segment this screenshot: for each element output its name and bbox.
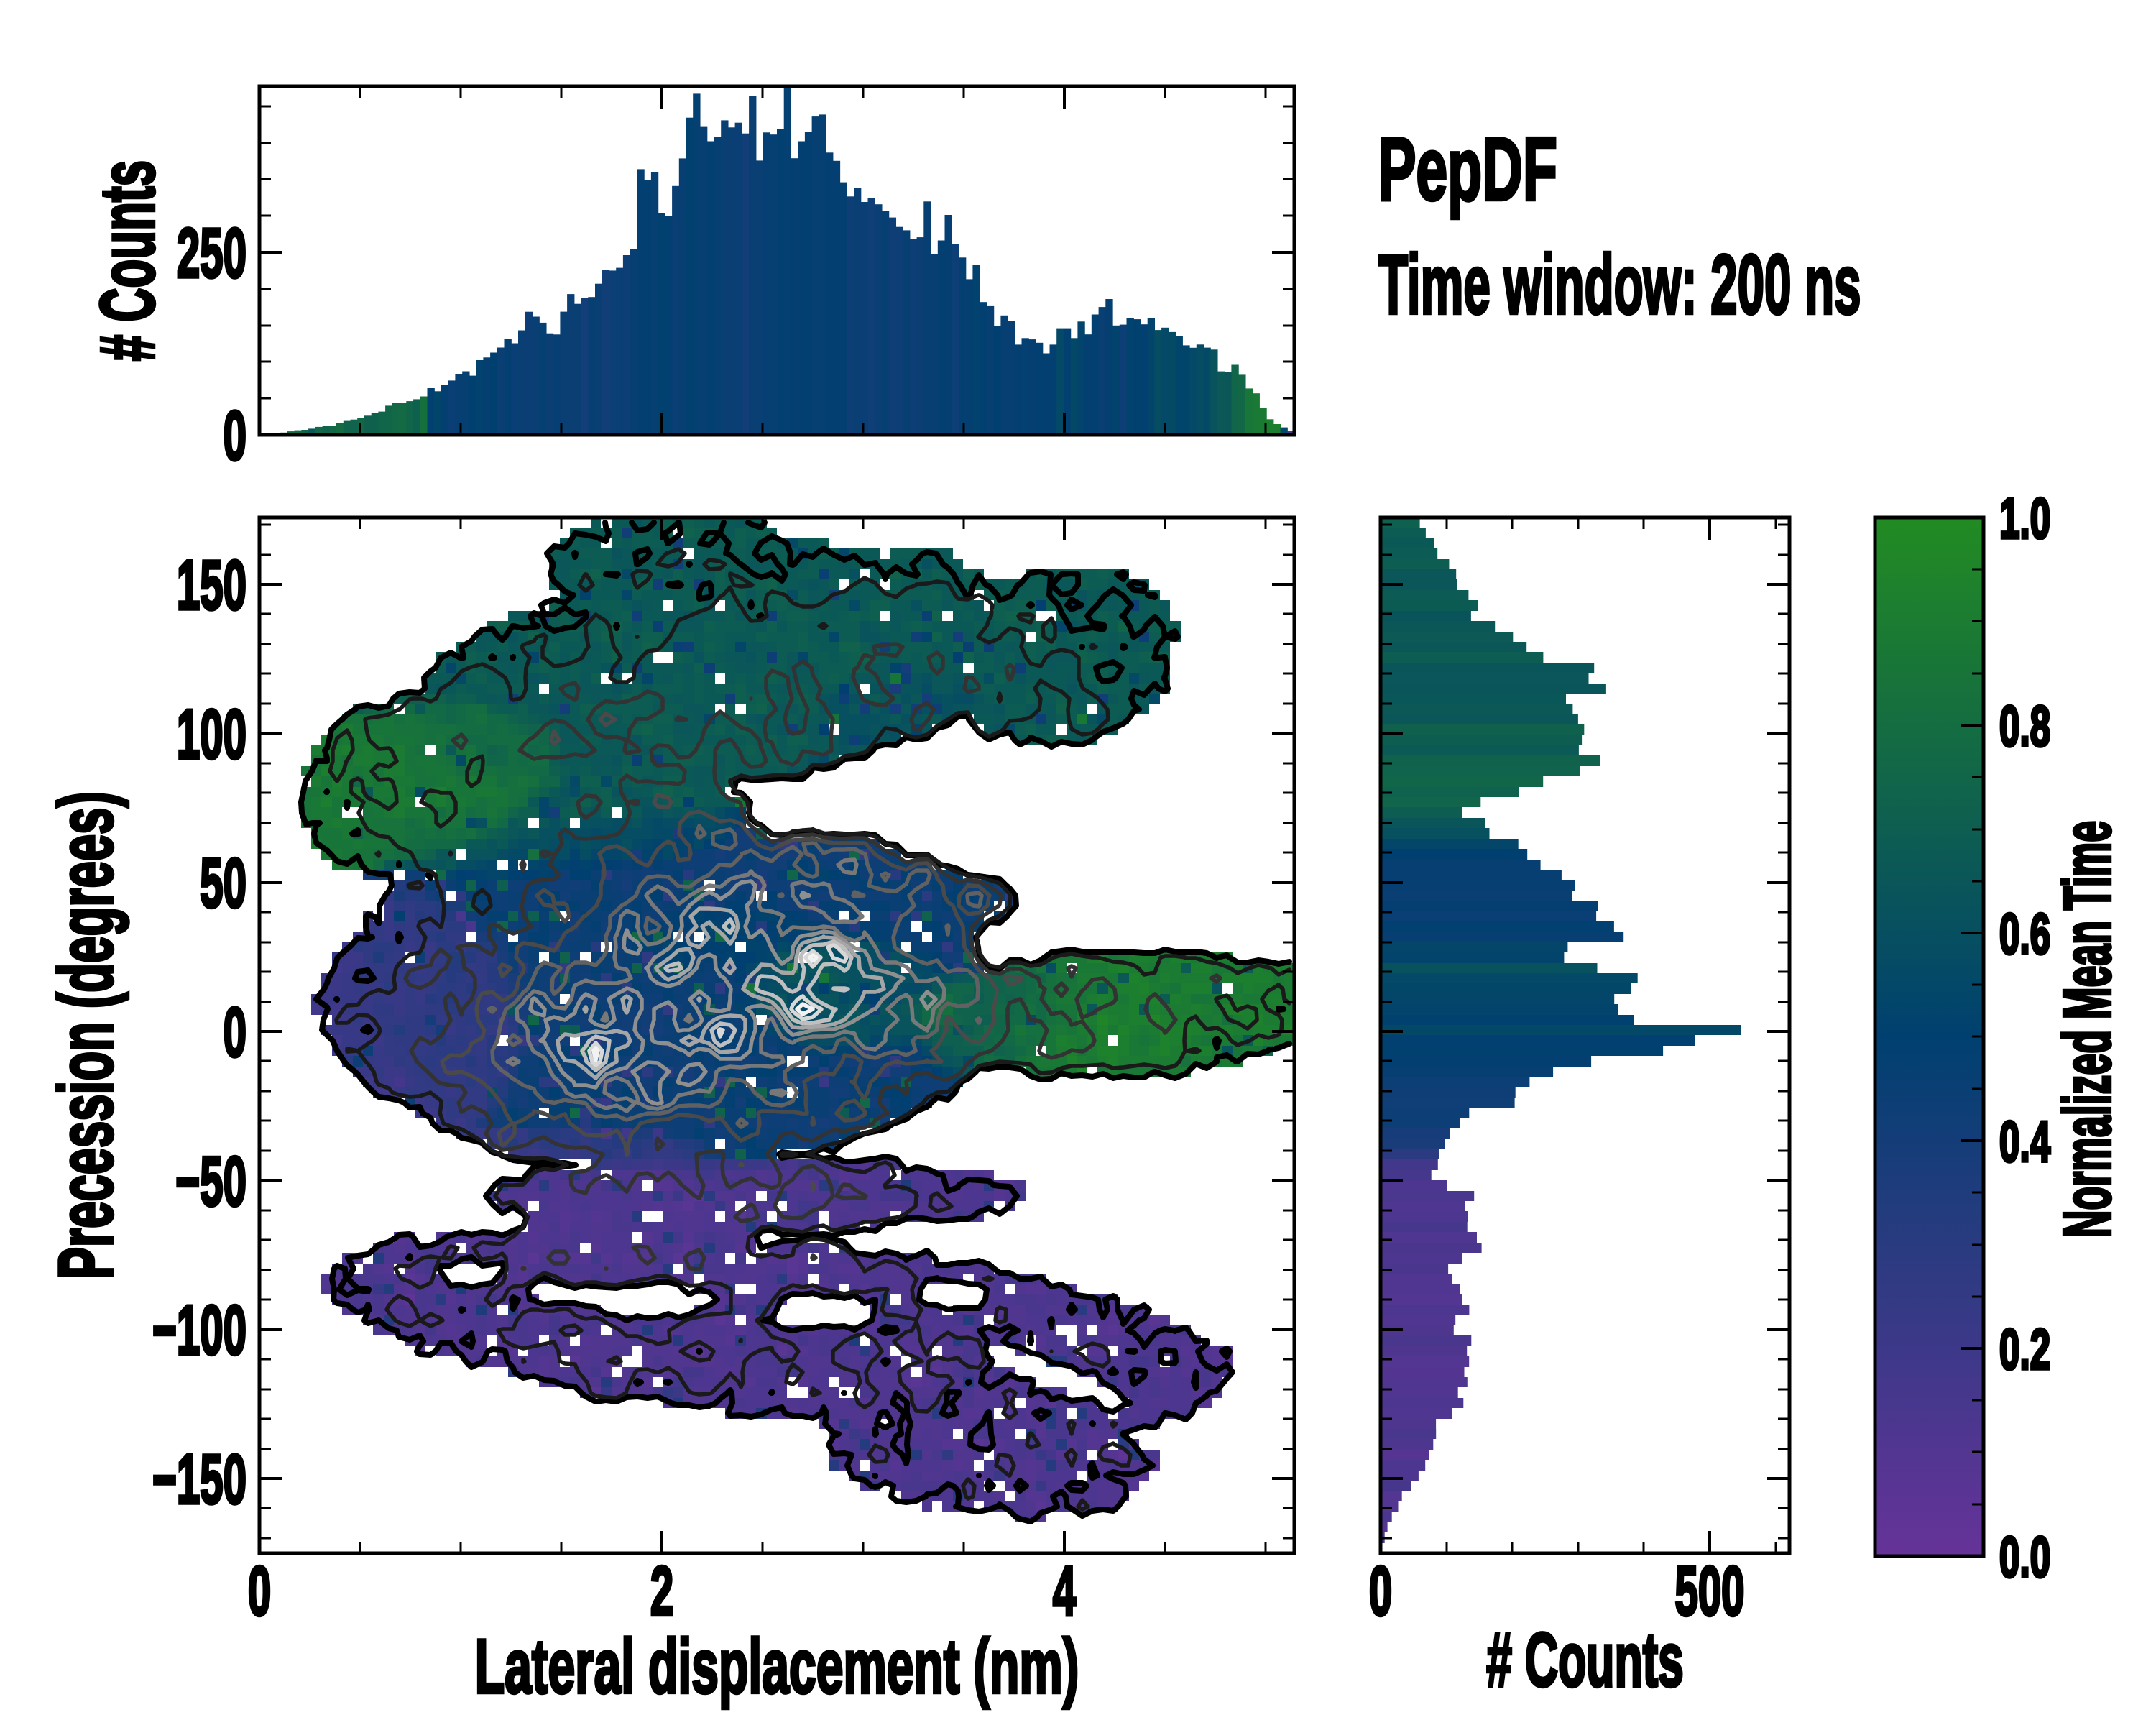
svg-text:Precession (degrees): Precession (degrees)	[42, 791, 129, 1279]
svg-text:0: 0	[1369, 1552, 1392, 1630]
svg-text:Normalized Mean Time: Normalized Mean Time	[2050, 821, 2125, 1238]
svg-text:2: 2	[650, 1552, 673, 1630]
svg-text:−100: −100	[152, 1292, 247, 1369]
svg-text:−50: −50	[175, 1142, 247, 1220]
svg-text:4: 4	[1053, 1552, 1077, 1630]
svg-text:0.2: 0.2	[1999, 1317, 2050, 1381]
svg-text:0: 0	[248, 1552, 271, 1630]
svg-text:100: 100	[177, 695, 247, 773]
svg-text:0.4: 0.4	[1999, 1110, 2050, 1174]
svg-text:0: 0	[224, 397, 247, 474]
svg-text:# Counts: # Counts	[84, 160, 170, 361]
svg-text:50: 50	[200, 845, 247, 922]
svg-text:0.8: 0.8	[1999, 694, 2050, 758]
svg-text:Lateral displacement (nm): Lateral displacement (nm)	[475, 1623, 1079, 1708]
svg-text:0.6: 0.6	[1999, 902, 2050, 966]
svg-text:250: 250	[177, 214, 247, 292]
svg-text:1.0: 1.0	[1999, 487, 2050, 551]
svg-text:500: 500	[1674, 1552, 1744, 1630]
svg-text:−150: −150	[152, 1440, 247, 1518]
svg-text:PepDF: PepDF	[1378, 119, 1557, 219]
svg-text:0: 0	[224, 993, 247, 1071]
svg-text:0.0: 0.0	[1999, 1525, 2050, 1589]
svg-text:# Counts: # Counts	[1486, 1616, 1684, 1703]
svg-text:Time window: 200 ns: Time window: 200 ns	[1378, 239, 1861, 332]
svg-text:150: 150	[177, 546, 247, 624]
